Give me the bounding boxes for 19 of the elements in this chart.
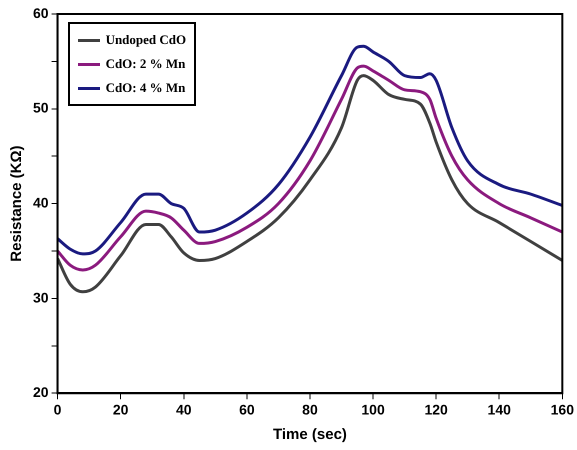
y-tick-label: 50: [32, 100, 49, 116]
x-tick-label: 120: [424, 401, 448, 418]
legend-label: Undoped CdO: [106, 32, 186, 48]
legend-label: CdO: 4 % Mn: [106, 80, 186, 96]
x-tick-label: 20: [112, 401, 129, 418]
y-tick-label: 20: [32, 384, 49, 400]
y-tick-label: 30: [32, 289, 49, 306]
x-axis-title: Time (sec): [272, 426, 347, 444]
x-tick-label: 40: [176, 401, 192, 418]
y-tick-label: 60: [32, 4, 49, 21]
y-tick-label: 40: [32, 194, 49, 210]
y-axis-title: Resistance (KΩ): [8, 145, 26, 262]
x-tick-label: 140: [488, 401, 512, 418]
x-tick-label: 60: [239, 401, 255, 418]
x-tick-label: 0: [54, 401, 62, 418]
x-tick-label: 80: [302, 401, 318, 418]
x-tick-label: 160: [550, 401, 574, 418]
x-tick-label: 100: [361, 401, 385, 418]
legend-label: CdO: 2 % Mn: [106, 56, 186, 72]
